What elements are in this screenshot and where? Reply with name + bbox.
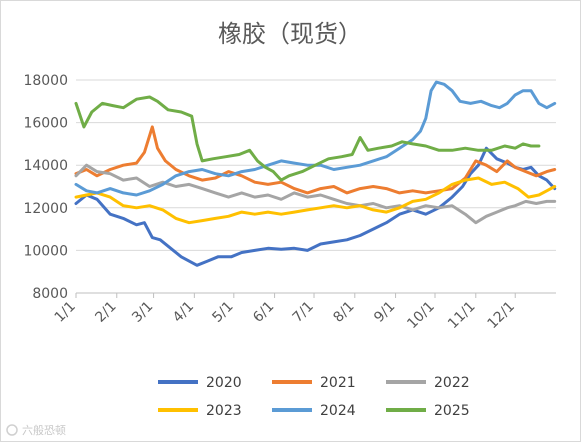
series-line-2020 (74, 146, 557, 267)
series-line-2022 (74, 163, 557, 225)
legend-label: 2023 (206, 403, 242, 419)
series-lines (74, 80, 557, 267)
watermark-text: 六般恐顿 (22, 423, 66, 437)
legend-label: 2021 (320, 375, 356, 391)
y-tick-label: 10000 (23, 243, 68, 259)
y-tick-label: 8000 (32, 286, 68, 302)
series-line-2024 (74, 80, 557, 197)
legend-label: 2022 (434, 375, 470, 391)
legend-label: 2024 (320, 403, 356, 419)
watermark: 六般恐顿 (6, 423, 66, 437)
y-tick-label: 16000 (23, 116, 68, 132)
y-tick-label: 14000 (23, 158, 68, 174)
chart-title: 橡胶（现货） (218, 20, 362, 48)
series-line-2025 (74, 95, 541, 182)
legend: 2020 2021 2022 2023 2024 2025 (158, 375, 470, 419)
y-axis-ticks: 8000 10000 12000 14000 16000 18000 (23, 73, 68, 302)
legend-label: 2020 (206, 375, 242, 391)
y-tick-label: 18000 (23, 73, 68, 89)
series-line-2021 (74, 125, 557, 195)
series-line-2023 (74, 176, 557, 225)
legend-label: 2025 (434, 403, 470, 419)
y-tick-label: 12000 (23, 201, 68, 217)
watermark-logo-icon (6, 424, 18, 436)
